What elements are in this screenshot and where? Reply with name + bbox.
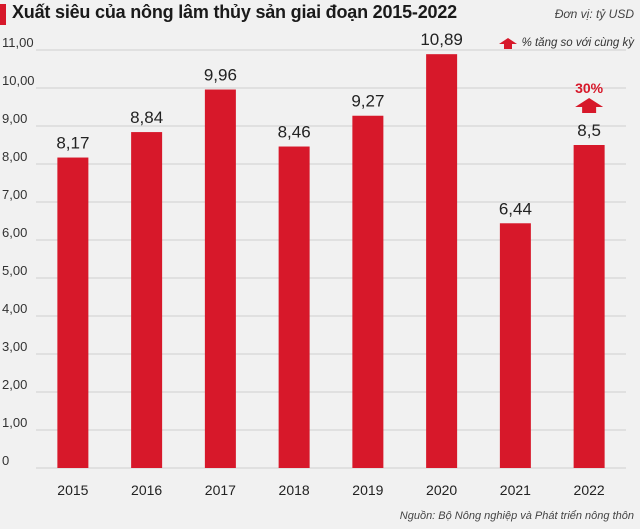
data-label: 9,96	[204, 66, 237, 85]
x-tick-label: 2021	[500, 482, 531, 498]
data-label: 8,84	[130, 108, 163, 127]
y-tick-label: 10,00	[2, 73, 35, 88]
chart-title: Xuất siêu của nông lâm thủy sản giai đoạ…	[12, 2, 457, 22]
bar	[131, 132, 163, 468]
y-tick-label: 6,00	[2, 225, 27, 240]
legend: % tăng so với cùng kỳ	[498, 37, 634, 49]
unit-label: Đơn vị: tỷ USD	[554, 7, 634, 21]
data-label: 9,27	[351, 92, 384, 111]
x-tick-label: 2016	[131, 482, 162, 498]
x-tick-label: 2015	[57, 482, 88, 498]
x-tick-label: 2022	[574, 482, 605, 498]
y-tick-label: 8,00	[2, 149, 27, 164]
chart-header: Xuất siêu của nông lâm thủy sản giai đoạ…	[0, 0, 640, 30]
title-accent-bar	[0, 4, 6, 25]
source-note: Nguồn: Bộ Nông nghiệp và Phát triển nông…	[399, 510, 634, 522]
x-tick-label: 2019	[352, 482, 383, 498]
x-tick-label: 2017	[205, 482, 236, 498]
y-tick-label: 9,00	[2, 111, 27, 126]
data-label: 8,17	[56, 134, 89, 153]
y-tick-label: 2,00	[2, 377, 27, 392]
bar	[204, 89, 236, 469]
x-tick-label: 2020	[426, 482, 457, 498]
data-label: 8,5	[577, 121, 601, 140]
bar	[278, 146, 310, 468]
y-tick-label: 3,00	[2, 339, 27, 354]
up-arrow-icon	[575, 98, 604, 113]
bar	[573, 145, 605, 468]
bar	[426, 54, 458, 469]
y-tick-label: 5,00	[2, 263, 27, 278]
legend-label: % tăng so với cùng kỳ	[521, 37, 634, 49]
data-label: 8,46	[278, 123, 311, 142]
data-label: 6,44	[499, 199, 532, 218]
up-arrow-icon	[498, 37, 517, 49]
bar	[352, 115, 384, 469]
y-tick-label: 11,00	[2, 35, 34, 50]
growth-annotation: 30%	[575, 80, 604, 96]
y-tick-label: 0	[2, 453, 9, 468]
bar	[57, 157, 89, 469]
bar	[499, 223, 531, 468]
y-tick-label: 4,00	[2, 301, 27, 316]
data-label: 10,89	[420, 30, 463, 49]
x-tick-label: 2018	[279, 482, 310, 498]
y-tick-label: 1,00	[2, 415, 27, 430]
y-tick-label: 7,00	[2, 187, 27, 202]
